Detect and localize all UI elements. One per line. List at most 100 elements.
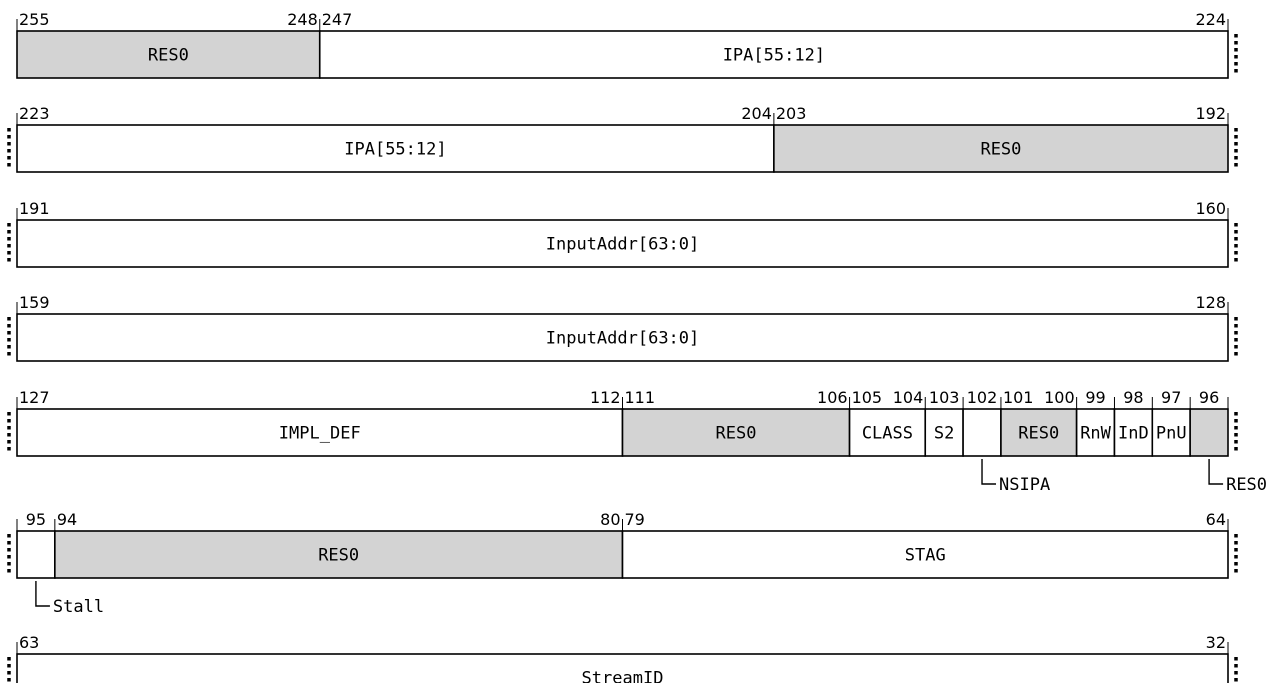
bit-number-high: 101: [1003, 388, 1034, 407]
field-label: STAG: [905, 546, 946, 566]
bit-field: InputAddr[63:0] 159 128: [16, 293, 1229, 362]
callout-label: Stall: [53, 597, 104, 617]
field-box: [318, 30, 1229, 79]
bit-number-high: 191: [19, 199, 50, 218]
bit-field: 95 Stall: [16, 510, 104, 617]
field-label: RES0: [980, 140, 1021, 160]
bit-number-low: 192: [1195, 104, 1226, 123]
bit-field: IMPL_DEF 127 112: [16, 388, 624, 457]
register-row: IMPL_DEF 127 112 RES0 111 106 CLASS 105 104 S2 103…: [7, 388, 1267, 495]
bit-number-high: 127: [19, 388, 50, 407]
field-label: IPA[55:12]: [344, 140, 446, 160]
register-row: 95 Stall RES0 94 80 STAG 79 64: [7, 510, 1238, 617]
field-box: [621, 530, 1229, 579]
field-label: RES0: [1018, 424, 1059, 444]
field-label: RES0: [318, 546, 359, 566]
register-row: IPA[55:12] 223 204 RES0 203 192: [7, 104, 1238, 173]
bit-number: 102: [967, 388, 998, 407]
callout-label: RES0: [1226, 475, 1267, 495]
bit-number-low: 64: [1206, 510, 1226, 529]
bit-number: 98: [1123, 388, 1143, 407]
bit-number-low: 100: [1044, 388, 1075, 407]
callout-line: [981, 459, 997, 485]
register-row: StreamID 63 32: [7, 633, 1238, 683]
bit-number-low: 80: [600, 510, 620, 529]
field-label: PnU: [1156, 424, 1187, 444]
field-label: InD: [1118, 424, 1149, 444]
bit-field: S2 103: [924, 388, 964, 457]
bit-number-low: 104: [893, 388, 924, 407]
field-box: [962, 408, 1002, 457]
bit-field: 96 RES0: [1189, 388, 1267, 495]
bit-field: IPA[55:12] 223 204: [16, 104, 775, 173]
field-box: [16, 124, 775, 173]
bit-number-low: 128: [1195, 293, 1226, 312]
bit-number: 95: [26, 510, 46, 529]
bit-number-low: 112: [590, 388, 621, 407]
bit-field: InputAddr[63:0] 191 160: [16, 199, 1229, 268]
field-box: [773, 124, 1229, 173]
bit-number-low: 248: [287, 10, 318, 29]
field-box: [848, 408, 927, 457]
field-box: [16, 530, 56, 579]
bit-number: 97: [1161, 388, 1181, 407]
field-box: [54, 530, 624, 579]
register-row: RES0 255 248 IPA[55:12] 247 224: [16, 10, 1238, 79]
bit-number-high: 159: [19, 293, 50, 312]
register-row: InputAddr[63:0] 191 160: [7, 199, 1238, 268]
bit-field: CLASS 105 104: [848, 388, 927, 457]
bit-field: StreamID 63 32: [16, 633, 1229, 683]
bit-number-low: 32: [1206, 633, 1226, 652]
bit-field: 102 NSIPA: [962, 388, 1050, 495]
field-box: [16, 653, 1229, 683]
callout-line: [1208, 459, 1224, 485]
field-label: RES0: [148, 46, 189, 66]
field-label: IPA[55:12]: [723, 46, 825, 66]
field-box: [16, 30, 321, 79]
bit-field: RES0 94 80: [54, 510, 624, 579]
bit-number-high: 105: [852, 388, 883, 407]
field-box: [1151, 408, 1191, 457]
bit-number-high: 223: [19, 104, 50, 123]
callout-line: [35, 581, 50, 607]
bit-number-low: 160: [1195, 199, 1226, 218]
bit-number-low: 204: [741, 104, 772, 123]
field-box: [1075, 408, 1116, 457]
field-label: RES0: [716, 424, 757, 444]
bit-number: 103: [929, 388, 960, 407]
bit-field: PnU 97: [1151, 388, 1191, 457]
bit-number-low: 224: [1195, 10, 1226, 29]
bit-field: InD 98: [1113, 388, 1154, 457]
register-row: InputAddr[63:0] 159 128: [7, 293, 1238, 362]
field-label: IMPL_DEF: [279, 424, 361, 444]
bit-field: STAG 79 64: [621, 510, 1229, 579]
field-label: S2: [934, 424, 954, 444]
field-label: InputAddr[63:0]: [546, 329, 700, 349]
bit-number-high: 79: [625, 510, 645, 529]
bit-field: RnW 99: [1075, 388, 1116, 457]
bit-number-high: 94: [57, 510, 77, 529]
field-box: [16, 408, 624, 457]
field-box: [16, 219, 1229, 268]
bit-field: RES0 111 106: [621, 388, 851, 457]
bit-field: RES0 203 192: [773, 104, 1229, 173]
bit-field: RES0 101 100: [1000, 388, 1078, 457]
field-label: InputAddr[63:0]: [546, 235, 700, 255]
field-box: [924, 408, 964, 457]
field-box: [1113, 408, 1154, 457]
field-label: RnW: [1080, 424, 1111, 444]
bit-field: RES0 255 248: [16, 10, 321, 79]
field-box: [1189, 408, 1229, 457]
bit-number-high: 63: [19, 633, 39, 652]
bit-number-high: 111: [625, 388, 656, 407]
bit-number: 99: [1085, 388, 1105, 407]
bit-number-high: 255: [19, 10, 50, 29]
callout-label: NSIPA: [999, 475, 1050, 495]
bit-number-high: 203: [776, 104, 807, 123]
field-box: [16, 313, 1229, 362]
bit-number-low: 106: [817, 388, 848, 407]
field-label: CLASS: [862, 424, 913, 444]
field-label: StreamID: [582, 669, 664, 683]
bit-number: 96: [1199, 388, 1219, 407]
